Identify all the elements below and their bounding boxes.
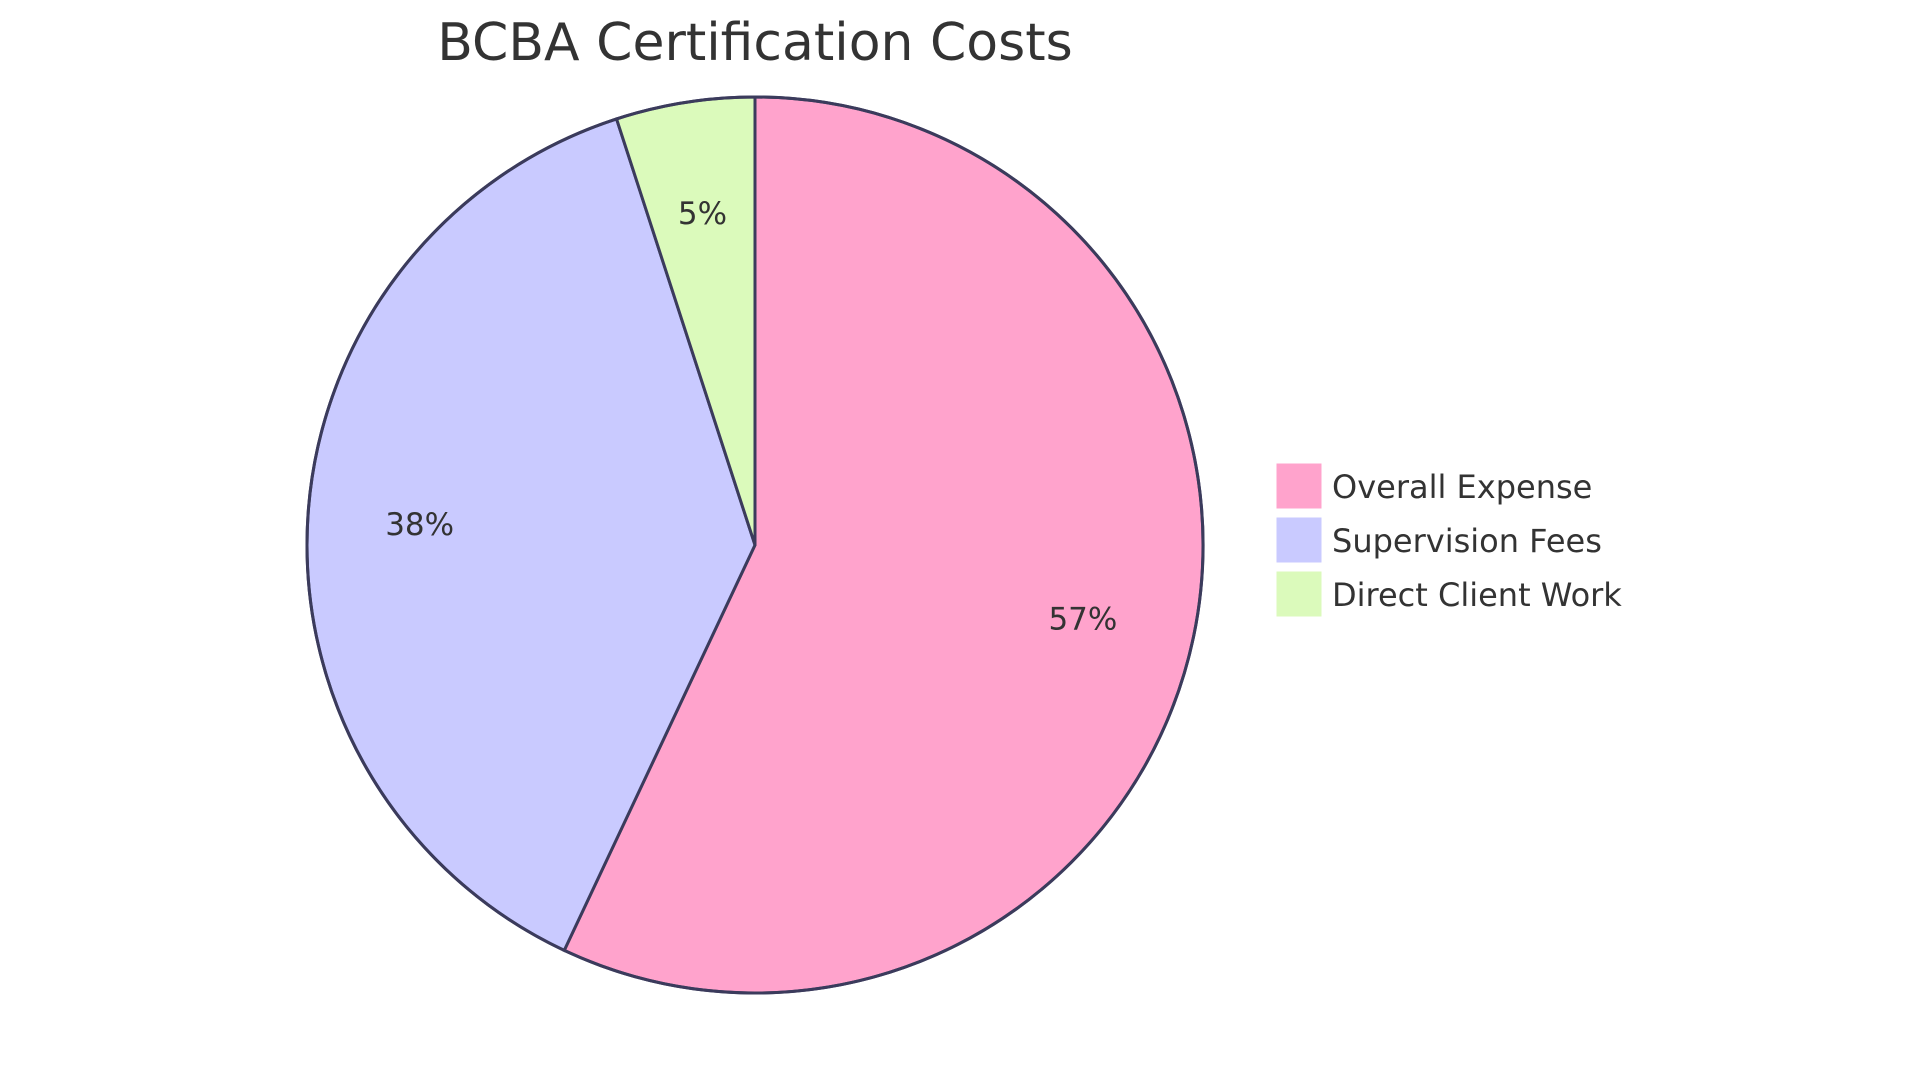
slice-label-supervision-fees: 38% bbox=[385, 507, 454, 543]
legend-label-supervision-fees: Supervision Fees bbox=[1332, 522, 1602, 560]
legend-swatch-overall-expense bbox=[1275, 462, 1323, 510]
legend-label-direct-client-work: Direct Client Work bbox=[1332, 576, 1622, 614]
pie-slices bbox=[305, 95, 1205, 995]
slice-labels: 57% 38% 5% bbox=[385, 196, 1117, 637]
legend-label-overall-expense: Overall Expense bbox=[1332, 468, 1592, 506]
chart-title: BCBA Certification Costs bbox=[437, 13, 1072, 73]
slice-label-overall-expense: 57% bbox=[1048, 601, 1117, 637]
slice-label-direct-client-work: 5% bbox=[678, 196, 727, 232]
legend-swatch-supervision-fees bbox=[1275, 516, 1323, 564]
pie-outline bbox=[305, 95, 1205, 995]
legend: Overall Expense Supervision Fees Direct Cl… bbox=[1275, 462, 1622, 618]
legend-swatch-direct-client-work bbox=[1275, 570, 1323, 618]
